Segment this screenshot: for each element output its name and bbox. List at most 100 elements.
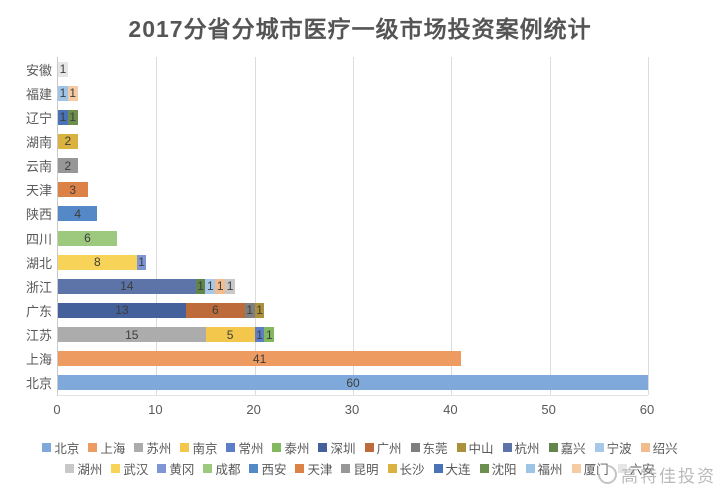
bar-track: 14 1 1 1 1 [58, 278, 648, 294]
y-label: 四川 [25, 231, 52, 247]
legend-swatch-icon [203, 464, 213, 473]
legend-swatch-icon [410, 443, 420, 452]
gridline-40 [451, 57, 453, 395]
x-tick-label: 20 [246, 402, 261, 417]
bar-track: 41 [58, 351, 648, 367]
bar-track: 3 [58, 182, 648, 198]
bar-segment-大连: 1 [58, 109, 68, 125]
legend-item-成都: 成都 [203, 459, 240, 478]
legend-item-厦门: 厦门 [571, 459, 609, 478]
legend-label: 北京 [54, 442, 80, 456]
legend-label: 福州 [537, 463, 563, 477]
bar-segment-南京: 5 [205, 327, 255, 343]
legend-item-昆明: 昆明 [341, 459, 379, 478]
legend-item-绍兴: 绍兴 [640, 438, 678, 457]
bar-row-福建: 福建 1 1 [26, 81, 648, 105]
bar-segment-沈阳: 1 [67, 109, 78, 125]
bar-track: 2 [58, 158, 648, 174]
x-tick-label: 60 [639, 402, 655, 417]
y-label: 陕西 [25, 207, 52, 223]
legend-swatch-icon [571, 464, 581, 473]
bar-track: 60 [58, 375, 648, 391]
bar-track: 13 6 1 1 [58, 302, 648, 318]
bar-segment-西安: 4 [58, 206, 98, 222]
legend-label: 绍兴 [652, 442, 678, 456]
legend-item-六安: 六安 [617, 459, 655, 478]
bar-row-辽宁: 辽宁 1 1 [26, 105, 648, 129]
legend-swatch-icon [295, 464, 305, 473]
x-tick-label: 40 [443, 402, 458, 417]
legend-item-长沙: 长沙 [387, 459, 425, 478]
bar-track: 6 [58, 230, 648, 246]
y-label: 上海 [25, 352, 52, 368]
legend-item-苏州: 苏州 [134, 438, 171, 457]
legend-row-2: 湖州 武汉 黄冈 成都 西安 天津 昆明 长沙 大连 沈阳 福州 厦门 六安 [65, 459, 655, 478]
legend-swatch-icon [594, 443, 604, 452]
legend-label: 南京 [192, 442, 218, 456]
legend-label: 泰州 [284, 442, 310, 456]
bar-row-上海: 上海 41 [26, 347, 648, 371]
legend-swatch-icon [341, 464, 351, 473]
legend-item-南京: 南京 [180, 438, 217, 457]
bar-segment-中山: 1 [254, 302, 265, 318]
bar-segment-东莞: 1 [244, 302, 255, 318]
gridline-10 [156, 57, 158, 395]
legend-swatch-icon [88, 443, 98, 452]
y-label: 湖南 [25, 134, 52, 150]
x-tick-label: 30 [344, 402, 360, 417]
legend-label: 东莞 [422, 442, 448, 456]
legend-label: 苏州 [146, 442, 172, 456]
legend-label: 武汉 [123, 463, 149, 477]
legend-item-宁波: 宁波 [594, 438, 632, 457]
bar-segment-嘉兴: 1 [195, 278, 206, 294]
x-tick-label: 50 [541, 402, 556, 417]
y-label: 北京 [25, 376, 52, 392]
y-label: 天津 [25, 183, 52, 199]
y-label: 福建 [25, 86, 52, 102]
bar-segment-常州: 1 [254, 327, 265, 343]
legend-swatch-icon [479, 464, 489, 473]
bar-rows: 安徽 1 福建 1 1 辽宁 1 1 湖南 2 云南 2 天津 3 陕西 4 四川 6 湖北 8 1 浙江 14 1 1 1 1 广东… [26, 57, 648, 395]
legend-swatch-icon [180, 443, 190, 452]
gridline-60 [648, 57, 649, 395]
legend-label: 上海 [100, 442, 126, 456]
bar-row-陕西: 陕西 4 [26, 202, 648, 226]
plot-area: 安徽 1 福建 1 1 辽宁 1 1 湖南 2 云南 2 天津 3 陕西 4 四川 6 湖北 8 1 浙江 14 1 1 1 1 广东… [26, 57, 649, 396]
legend-swatch-icon [548, 443, 558, 452]
bar-segment-黄冈: 1 [136, 254, 147, 270]
legend-swatch-icon [134, 443, 144, 452]
legend-item-福州: 福州 [525, 459, 563, 478]
legend-swatch-icon [617, 464, 627, 473]
legend-item-武汉: 武汉 [111, 459, 148, 478]
legend-swatch-icon [318, 443, 328, 452]
legend-label: 昆明 [353, 463, 379, 477]
legend-item-上海: 上海 [88, 438, 125, 457]
bar-track: 2 [58, 133, 648, 149]
bar-segment-绍兴: 1 [215, 278, 226, 294]
gridline-20 [254, 57, 256, 395]
legend-label: 嘉兴 [560, 442, 586, 456]
legend-label: 沈阳 [491, 463, 517, 477]
x-tick-label: 10 [148, 402, 163, 417]
legend-swatch-icon [387, 464, 397, 473]
legend-item-黄冈: 黄冈 [157, 459, 194, 478]
legend-swatch-icon [226, 443, 236, 452]
bar-row-天津: 天津 3 [26, 178, 648, 202]
legend-item-湖州: 湖州 [65, 459, 102, 478]
legend-swatch-icon [456, 443, 466, 452]
bar-row-江苏: 江苏 15 5 1 1 [26, 323, 648, 347]
legend-label: 长沙 [399, 463, 425, 477]
bar-segment-长沙: 2 [58, 133, 78, 149]
legend-label: 常州 [238, 442, 264, 456]
x-tick-label: 0 [53, 402, 61, 417]
y-label: 辽宁 [25, 110, 52, 126]
legend-item-嘉兴: 嘉兴 [548, 438, 586, 457]
bar-segment-宁波: 1 [205, 278, 216, 294]
bar-segment-武汉: 8 [58, 254, 137, 270]
legend-label: 西安 [261, 463, 287, 477]
bar-segment-昆明: 2 [58, 158, 78, 174]
legend-label: 大连 [445, 463, 471, 477]
y-label: 浙江 [25, 279, 52, 295]
legend-swatch-icon [272, 443, 282, 452]
